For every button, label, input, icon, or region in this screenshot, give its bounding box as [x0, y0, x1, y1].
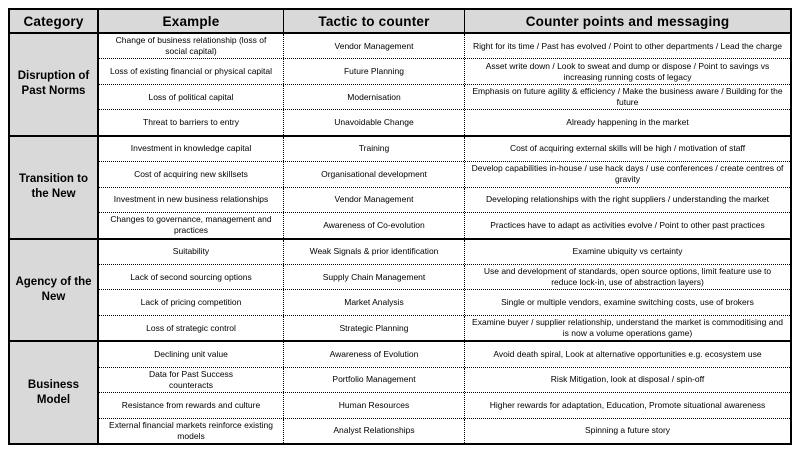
tactic-cell: Market Analysis: [284, 290, 465, 315]
example-cell: Threat to barriers to entry: [99, 110, 284, 135]
group-rows: Change of business relationship (loss of…: [99, 34, 790, 135]
header-tactic: Tactic to counter: [284, 10, 465, 32]
counter-cell: Examine buyer / supplier relationship, u…: [472, 316, 783, 339]
example-cell: Loss of existing financial or physical c…: [99, 59, 284, 84]
tactic-cell: Strategic Planning: [284, 315, 465, 341]
tactic-cell: Unavoidable Change: [284, 110, 465, 135]
example-cell: Suitability: [99, 239, 284, 264]
header-counter-points: Counter points and messaging: [525, 13, 730, 29]
example-cell: Resistance from rewards and culture: [99, 393, 284, 418]
counter-cell: Cost of acquiring external skills will b…: [509, 143, 746, 154]
category-cell: Transition to the New: [10, 136, 99, 238]
table-header-row: Category Example Tactic to counter Count…: [10, 10, 790, 34]
table-row: Loss of political capital Modernisation …: [99, 84, 790, 111]
example-cell: Investment in knowledge capital: [99, 136, 284, 162]
table-row: Investment in new business relationships…: [99, 187, 790, 214]
counter-cell: Higher rewards for adaptation, Education…: [489, 399, 766, 410]
counter-cell: Risk Mitigation, look at disposal / spin…: [550, 374, 705, 385]
tactic-cell: Vendor Management: [284, 34, 465, 59]
tactic-cell: Training: [284, 136, 465, 162]
table-row: Declining unit value Awareness of Evolut…: [99, 342, 790, 368]
example-cell: External financial markets reinforce exi…: [99, 418, 284, 443]
table-row: Resistance from rewards and culture Huma…: [99, 393, 790, 419]
group-disruption-of-past-norms: Disruption of Past Norms Change of busin…: [10, 34, 790, 137]
example-cell: Change of business relationship (loss of…: [99, 34, 284, 59]
tactic-cell: Vendor Management: [284, 187, 465, 213]
counter-cell: Right for its time / Past has evolved / …: [472, 40, 782, 51]
example-cell: Lack of pricing competition: [99, 290, 284, 315]
table-row: Changes to governance, management and pr…: [99, 213, 790, 238]
tactic-cell: Supply Chain Management: [284, 264, 465, 290]
example-cell: Data for Past Success counteracts: [99, 367, 284, 393]
category-cell: Agency of the New: [10, 239, 99, 341]
tactic-cell: Awareness of Co-evolution: [284, 213, 465, 238]
table-row: Investment in knowledge capital Training…: [99, 136, 790, 163]
example-cell: Declining unit value: [99, 342, 284, 367]
example-cell: Loss of political capital: [99, 84, 284, 110]
group-rows: Investment in knowledge capital Training…: [99, 136, 790, 238]
counter-cell: Use and development of standards, open s…: [483, 266, 772, 288]
counter-cell: Single or multiple vendors, examine swit…: [501, 297, 754, 308]
counter-cell: Asset write down / Look to sweat and dum…: [485, 60, 770, 82]
category-cell: Disruption of Past Norms: [10, 34, 99, 135]
header-category: Category: [10, 10, 99, 32]
table-row: Loss of existing financial or physical c…: [99, 59, 790, 85]
counter-cell: Practices have to adapt as activities ev…: [490, 219, 765, 230]
counter-cell: Emphasis on future agility & efficiency …: [472, 86, 783, 108]
counter-cell: Develop capabilities in-house / use hack…: [471, 163, 784, 185]
counter-cell: Developing relationships with the right …: [485, 194, 770, 205]
group-business-model: Business Model Declining unit value Awar…: [10, 342, 790, 443]
example-cell: Investment in new business relationships: [99, 187, 284, 213]
table-row: Loss of strategic control Strategic Plan…: [99, 315, 790, 341]
table-row: Lack of second sourcing options Supply C…: [99, 264, 790, 291]
counter-cell: Spinning a future story: [584, 425, 671, 436]
counter-cell: Avoid death spiral, Look at alternative …: [493, 348, 762, 359]
example-cell: Cost of acquiring new skillsets: [99, 162, 284, 187]
group-transition-to-the-new: Transition to the New Investment in know…: [10, 136, 790, 240]
group-rows: Declining unit value Awareness of Evolut…: [99, 342, 790, 443]
category-cell: Business Model: [10, 342, 99, 443]
tactic-cell: Portfolio Management: [284, 367, 465, 393]
table-row: Lack of pricing competition Market Analy…: [99, 290, 790, 316]
example-cell: Changes to governance, management and pr…: [99, 213, 284, 238]
example-cell: Lack of second sourcing options: [99, 264, 284, 290]
tactic-cell: Analyst Relationships: [284, 418, 465, 443]
counter-cell: Already happening in the market: [566, 117, 689, 127]
tactic-cell: Awareness of Evolution: [284, 342, 465, 367]
tactic-cell: Human Resources: [284, 393, 465, 418]
tactic-cell: Weak Signals & prior identification: [284, 239, 465, 264]
header-example: Example: [99, 10, 284, 32]
table-row: External financial markets reinforce exi…: [99, 418, 790, 443]
tactic-cell: Organisational development: [284, 162, 465, 187]
table-row: Suitability Weak Signals & prior identif…: [99, 239, 790, 265]
table-row: Change of business relationship (loss of…: [99, 34, 790, 60]
counter-tactics-table: Category Example Tactic to counter Count…: [8, 8, 792, 445]
tactic-cell: Modernisation: [284, 84, 465, 110]
table-row: Threat to barriers to entry Unavoidable …: [99, 110, 790, 135]
tactic-cell: Future Planning: [284, 59, 465, 84]
group-rows: Suitability Weak Signals & prior identif…: [99, 239, 790, 341]
table-row: Cost of acquiring new skillsets Organisa…: [99, 162, 790, 188]
table-row: Data for Past Success counteracts Portfo…: [99, 367, 790, 394]
group-agency-of-the-new: Agency of the New Suitability Weak Signa…: [10, 239, 790, 343]
example-cell: Loss of strategic control: [99, 315, 284, 341]
counter-cell: Examine ubiquity vs certainty: [572, 246, 683, 257]
